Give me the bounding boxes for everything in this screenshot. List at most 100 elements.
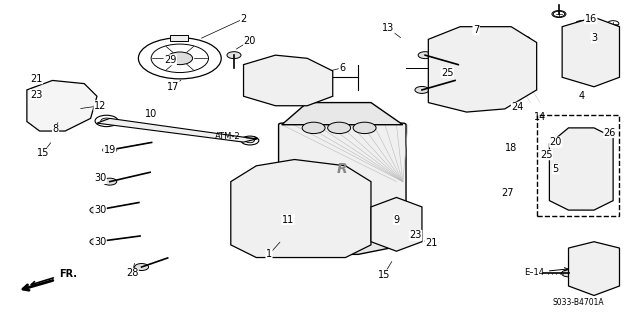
Circle shape <box>294 201 307 207</box>
Polygon shape <box>231 160 371 257</box>
Circle shape <box>100 118 112 124</box>
Text: 23: 23 <box>410 230 422 241</box>
Text: 6: 6 <box>339 63 346 73</box>
Text: 15: 15 <box>36 148 49 158</box>
Circle shape <box>102 178 116 185</box>
Circle shape <box>518 36 531 42</box>
Circle shape <box>438 36 451 42</box>
Text: 30: 30 <box>94 237 106 247</box>
Circle shape <box>227 52 241 59</box>
Text: 5: 5 <box>553 164 559 174</box>
Text: 10: 10 <box>145 109 157 119</box>
Text: 2: 2 <box>241 14 246 24</box>
Text: 14: 14 <box>534 112 546 122</box>
Text: 21: 21 <box>30 74 43 84</box>
Text: E–14: E–14 <box>524 268 568 277</box>
Polygon shape <box>549 128 613 210</box>
Text: 1: 1 <box>266 249 272 259</box>
Circle shape <box>561 270 575 277</box>
Circle shape <box>328 122 351 134</box>
Text: 26: 26 <box>604 128 616 137</box>
Circle shape <box>352 226 365 232</box>
Circle shape <box>565 38 616 63</box>
Text: 25: 25 <box>540 150 552 160</box>
Polygon shape <box>27 80 97 131</box>
Text: 7: 7 <box>473 25 479 35</box>
Circle shape <box>444 49 521 87</box>
Circle shape <box>241 136 259 145</box>
Circle shape <box>282 194 320 213</box>
Circle shape <box>353 122 376 134</box>
Circle shape <box>575 21 587 26</box>
Text: 11: 11 <box>282 215 294 225</box>
Polygon shape <box>562 17 620 87</box>
Circle shape <box>559 155 604 177</box>
Text: 12: 12 <box>94 101 106 111</box>
Circle shape <box>578 259 610 275</box>
Circle shape <box>90 238 104 245</box>
Polygon shape <box>282 103 403 125</box>
Circle shape <box>607 21 619 26</box>
Circle shape <box>72 89 84 94</box>
Circle shape <box>266 186 336 221</box>
Polygon shape <box>568 242 620 295</box>
Circle shape <box>246 138 254 143</box>
Text: 19: 19 <box>104 145 116 155</box>
Circle shape <box>570 160 593 172</box>
Text: 28: 28 <box>126 268 138 278</box>
Circle shape <box>48 104 63 111</box>
Circle shape <box>460 57 505 79</box>
Text: 25: 25 <box>441 68 454 78</box>
Text: 20: 20 <box>550 137 562 147</box>
Text: 30: 30 <box>94 174 106 183</box>
Text: 9: 9 <box>394 215 399 225</box>
Text: 30: 30 <box>94 205 106 215</box>
Text: 13: 13 <box>382 23 394 33</box>
Circle shape <box>577 43 605 57</box>
Circle shape <box>90 207 104 214</box>
Circle shape <box>40 100 72 115</box>
Polygon shape <box>288 239 396 254</box>
Text: 17: 17 <box>167 82 180 92</box>
Circle shape <box>435 93 447 100</box>
Circle shape <box>167 52 193 65</box>
Text: S033-B4701A: S033-B4701A <box>552 298 604 307</box>
Circle shape <box>31 120 42 126</box>
Text: 15: 15 <box>378 270 390 280</box>
Circle shape <box>237 226 250 232</box>
Polygon shape <box>244 55 333 106</box>
Circle shape <box>387 219 406 229</box>
Circle shape <box>556 195 568 200</box>
Bar <box>170 34 188 41</box>
Circle shape <box>302 122 325 134</box>
Polygon shape <box>428 27 537 112</box>
Text: 18: 18 <box>505 144 517 153</box>
Circle shape <box>378 215 415 234</box>
Text: 4: 4 <box>578 91 584 101</box>
Circle shape <box>31 87 42 93</box>
Text: R: R <box>337 162 348 176</box>
Text: ATM-2: ATM-2 <box>215 132 257 141</box>
Text: 20: 20 <box>244 36 256 46</box>
Circle shape <box>134 263 148 271</box>
Circle shape <box>304 73 323 83</box>
Circle shape <box>102 146 116 153</box>
Text: FR.: FR. <box>31 269 77 286</box>
Text: 27: 27 <box>502 188 514 198</box>
Circle shape <box>151 44 209 72</box>
Text: 23: 23 <box>30 90 43 100</box>
Text: 29: 29 <box>164 55 177 65</box>
Text: 3: 3 <box>591 33 597 43</box>
Polygon shape <box>371 197 422 251</box>
Circle shape <box>253 70 285 86</box>
Text: 16: 16 <box>585 14 597 24</box>
Circle shape <box>595 195 606 200</box>
Text: 24: 24 <box>511 102 524 112</box>
Circle shape <box>95 115 118 127</box>
Circle shape <box>418 52 432 59</box>
Text: 21: 21 <box>426 238 438 248</box>
Circle shape <box>553 11 564 17</box>
Polygon shape <box>97 118 256 142</box>
Text: 8: 8 <box>52 124 59 135</box>
Circle shape <box>415 86 429 93</box>
